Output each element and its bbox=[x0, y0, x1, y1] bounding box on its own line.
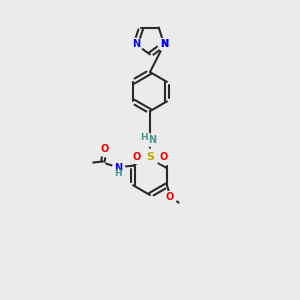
Text: O: O bbox=[166, 192, 174, 202]
Text: S: S bbox=[146, 152, 154, 162]
Text: O: O bbox=[159, 152, 167, 162]
Text: N: N bbox=[132, 39, 140, 49]
Text: H: H bbox=[140, 133, 148, 142]
Text: O: O bbox=[100, 144, 109, 154]
Text: H: H bbox=[114, 169, 122, 178]
Text: N: N bbox=[148, 135, 156, 145]
Text: O: O bbox=[133, 152, 141, 162]
Text: N: N bbox=[160, 39, 168, 49]
Text: N: N bbox=[114, 163, 122, 173]
Text: N: N bbox=[160, 39, 168, 49]
